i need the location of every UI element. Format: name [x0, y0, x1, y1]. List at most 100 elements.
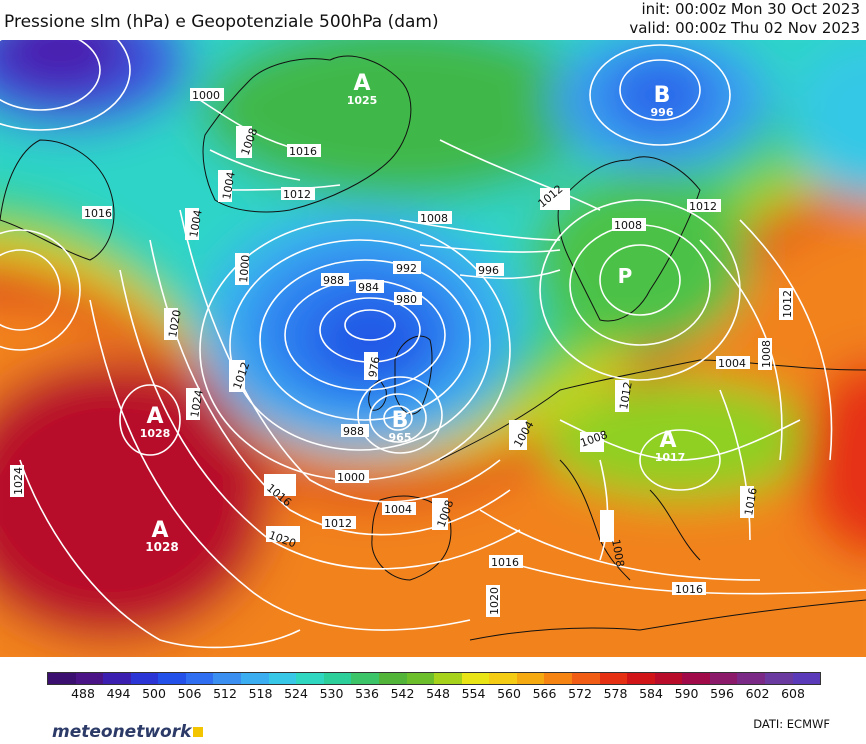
colorbar-swatch: [516, 673, 545, 684]
isobar-label-16: 1000: [335, 470, 369, 484]
svg-text:1024: 1024: [12, 467, 25, 495]
isobar-label-26: 1016: [489, 555, 523, 569]
isobar-label-6: 1004: [185, 208, 205, 240]
colorbar-tick-label: 536: [355, 686, 379, 701]
colorbar-swatch: [158, 673, 186, 684]
svg-text:A: A: [353, 71, 370, 96]
colorbar-swatch: [599, 673, 628, 684]
svg-text:976: 976: [366, 356, 382, 379]
colorbar-swatch: [544, 673, 572, 684]
svg-text:996: 996: [478, 264, 499, 277]
colorbar-swatch: [792, 673, 821, 684]
colorbar-tick-label: 524: [284, 686, 308, 701]
colorbar-swatch: [737, 673, 766, 684]
colorbar-tick-label: 608: [781, 686, 805, 701]
isobar-label-4: 1012: [281, 187, 315, 201]
isobar-label-29: 1008: [579, 428, 609, 452]
isobar-label-33: 1004: [716, 356, 750, 370]
colorbar-swatch: [765, 673, 793, 684]
svg-text:996: 996: [651, 106, 674, 119]
colorbar-tick-label: 602: [745, 686, 770, 701]
colorbar-tick-label: 572: [568, 686, 592, 701]
colorbar-tick-label: 590: [674, 686, 699, 701]
isobar-label-17: 1012: [322, 516, 356, 530]
colorbar-tick-label: 530: [319, 686, 344, 701]
colorbar-swatch: [213, 673, 242, 684]
colorbar-tick-label: 518: [248, 686, 273, 701]
colorbar-swatch: [48, 673, 76, 684]
svg-text:1012: 1012: [324, 517, 352, 530]
colorbar: [47, 672, 821, 685]
svg-text:1012: 1012: [689, 200, 717, 213]
svg-text:A: A: [146, 404, 163, 429]
colorbar-swatch: [654, 673, 683, 684]
svg-text:1004: 1004: [718, 357, 746, 370]
colorbar-swatch: [130, 673, 159, 684]
svg-text:1000: 1000: [337, 471, 365, 484]
svg-text:1000: 1000: [192, 89, 220, 102]
colorbar-swatch: [75, 673, 104, 684]
svg-text:1008: 1008: [609, 538, 627, 568]
isobars: [0, 40, 866, 649]
isobar-label-5: 1016: [82, 206, 112, 220]
colorbar-swatch: [296, 673, 324, 684]
colorbar-swatch: [241, 673, 269, 684]
isobar-label-9: 992: [393, 261, 421, 275]
svg-text:B: B: [654, 83, 671, 108]
isobar-label-11: 984: [356, 280, 384, 294]
isobar-label-39: 1012: [536, 182, 570, 210]
colorbar-swatch: [682, 673, 710, 684]
svg-text:1024: 1024: [188, 389, 206, 419]
colorbar-swatch: [461, 673, 490, 684]
isobar-label-24: 1004: [382, 502, 416, 516]
colorbar-swatch: [434, 673, 462, 684]
svg-text:965: 965: [389, 431, 412, 444]
isobar-label-13: 996: [476, 263, 504, 277]
isobar-label-38: 1008: [758, 338, 773, 370]
svg-text:1012: 1012: [283, 188, 311, 201]
colorbar-swatch: [351, 673, 379, 684]
colorbar-tick-label: 542: [390, 686, 415, 701]
colorbar-swatch: [709, 673, 738, 684]
svg-text:1016: 1016: [289, 145, 317, 158]
isobar-label-27: 1020: [486, 585, 501, 617]
colorbar-swatch: [378, 673, 407, 684]
colorbar-swatch: [103, 673, 131, 684]
isobar-label-18: 1020: [164, 308, 184, 340]
high-center-greenland: A 1025: [347, 71, 378, 107]
svg-text:1008: 1008: [760, 340, 773, 368]
isobar-labels: 1000 1008 1016 1004 1012 1016 1004 1000 …: [10, 88, 794, 617]
colorbar-tick-label: 488: [71, 686, 95, 701]
svg-text:984: 984: [358, 281, 379, 294]
svg-text:A: A: [659, 428, 676, 453]
colorbar-swatch: [323, 673, 352, 684]
svg-text:1004: 1004: [187, 209, 205, 239]
colorbar-tick-label: 548: [426, 686, 450, 701]
isobar-label-3: 1004: [218, 170, 238, 202]
svg-text:A: A: [151, 518, 168, 543]
svg-text:1028: 1028: [145, 540, 178, 554]
svg-text:1000: 1000: [237, 254, 252, 283]
svg-text:1016: 1016: [675, 583, 703, 596]
coastlines: [0, 55, 866, 641]
isobar-label-32: 1016: [672, 582, 706, 596]
colorbar-swatch: [406, 673, 435, 684]
isobar-label-19: 1024: [186, 388, 206, 420]
isobar-label-25: 1008: [432, 498, 456, 530]
valid-time: valid: 00:00z Thu 02 Nov 2023: [629, 19, 860, 37]
isobar-label-20: 1024: [10, 465, 25, 497]
svg-text:1016: 1016: [491, 556, 519, 569]
colorbar-tick-label: 578: [603, 686, 628, 701]
colorbar-tick-label: 566: [532, 686, 557, 701]
colorbar-swatch: [627, 673, 655, 684]
colorbar-tick-label: 494: [106, 686, 131, 701]
svg-text:1012: 1012: [617, 381, 635, 411]
isobar-label-2: 1016: [287, 144, 321, 158]
colorbar-tick-label: 560: [497, 686, 521, 701]
isobar-label-15: 988: [341, 424, 369, 438]
isobar-label-14: 976: [364, 352, 383, 380]
colorbar-tick-label: 506: [177, 686, 202, 701]
isobar-label-30: 1012: [615, 380, 635, 412]
colorbar-tick-label: 500: [142, 686, 166, 701]
isobar-label-37: 1012: [687, 199, 721, 213]
